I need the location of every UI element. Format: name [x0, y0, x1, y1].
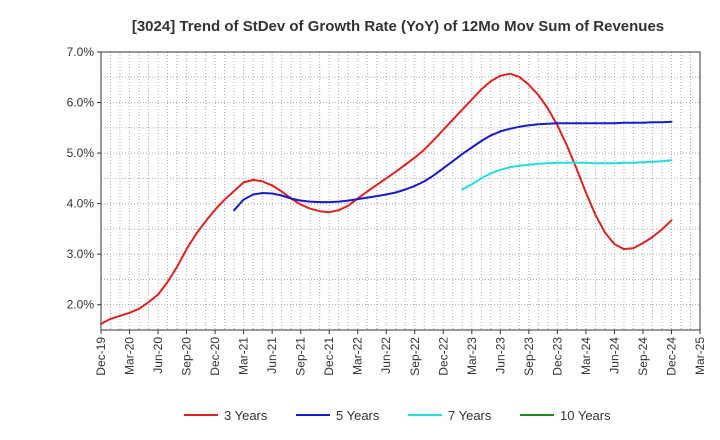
x-tick-label: Mar-22 — [351, 337, 365, 375]
x-tick-label: Sep-20 — [180, 337, 194, 376]
x-tick-label: Dec-23 — [550, 337, 564, 376]
x-tick-label: Jun-22 — [379, 337, 393, 374]
x-tick-label: Jun-20 — [151, 337, 165, 374]
y-tick-label: 2.0% — [67, 298, 95, 312]
series-line-5-years — [233, 120, 673, 212]
x-tick-label: Mar-21 — [237, 337, 251, 375]
x-tick-label: Dec-24 — [664, 337, 678, 376]
legend-label-10-years: 10 Years — [560, 408, 611, 423]
y-tick-label: 3.0% — [67, 247, 95, 261]
chart-title: [3024] Trend of StDev of Growth Rate (Yo… — [132, 18, 664, 35]
x-tick-label: Jun-23 — [493, 337, 507, 374]
x-tick-label: Dec-20 — [208, 337, 222, 376]
legend-label-3-years: 3 Years — [224, 408, 268, 423]
legend-label-7-years: 7 Years — [448, 408, 492, 423]
x-tick-label: Jun-21 — [265, 337, 279, 374]
x-tick-label: Sep-23 — [522, 337, 536, 376]
x-axis: Dec-19 Mar-20 Jun-20 Sep-20 Dec-20 Mar-21 Jun-… — [94, 330, 707, 376]
legend-label-5-years: 5 Years — [336, 408, 380, 423]
x-tick-label: Mar-25 — [693, 337, 707, 375]
series-line-3-years — [100, 72, 673, 325]
grid-layer — [101, 52, 700, 330]
x-tick-label: Mar-24 — [579, 337, 593, 375]
x-tick-label: Sep-24 — [636, 337, 650, 376]
legend: 3 Years 5 Years 7 Years 10 Years — [184, 408, 611, 423]
y-tick-label: 5.0% — [67, 146, 95, 160]
x-tick-label: Dec-22 — [436, 337, 450, 376]
x-tick-label: Dec-21 — [322, 337, 336, 376]
x-tick-label: Sep-21 — [294, 337, 308, 376]
x-tick-label: Jun-24 — [607, 337, 621, 374]
y-tick-label: 7.0% — [67, 45, 95, 59]
series-line-7-years — [461, 159, 673, 191]
x-tick-label: Mar-23 — [465, 337, 479, 375]
plot-frame — [100, 51, 701, 331]
x-tick-label: Dec-19 — [94, 337, 108, 376]
x-tick-label: Mar-20 — [123, 337, 137, 375]
y-axis: 2.0% 3.0% 4.0% 5.0% 6.0% 7.0% — [67, 45, 101, 312]
x-tick-label: Sep-22 — [408, 337, 422, 376]
y-tick-label: 4.0% — [67, 197, 95, 211]
y-tick-label: 6.0% — [67, 96, 95, 110]
series-layer — [100, 72, 673, 325]
